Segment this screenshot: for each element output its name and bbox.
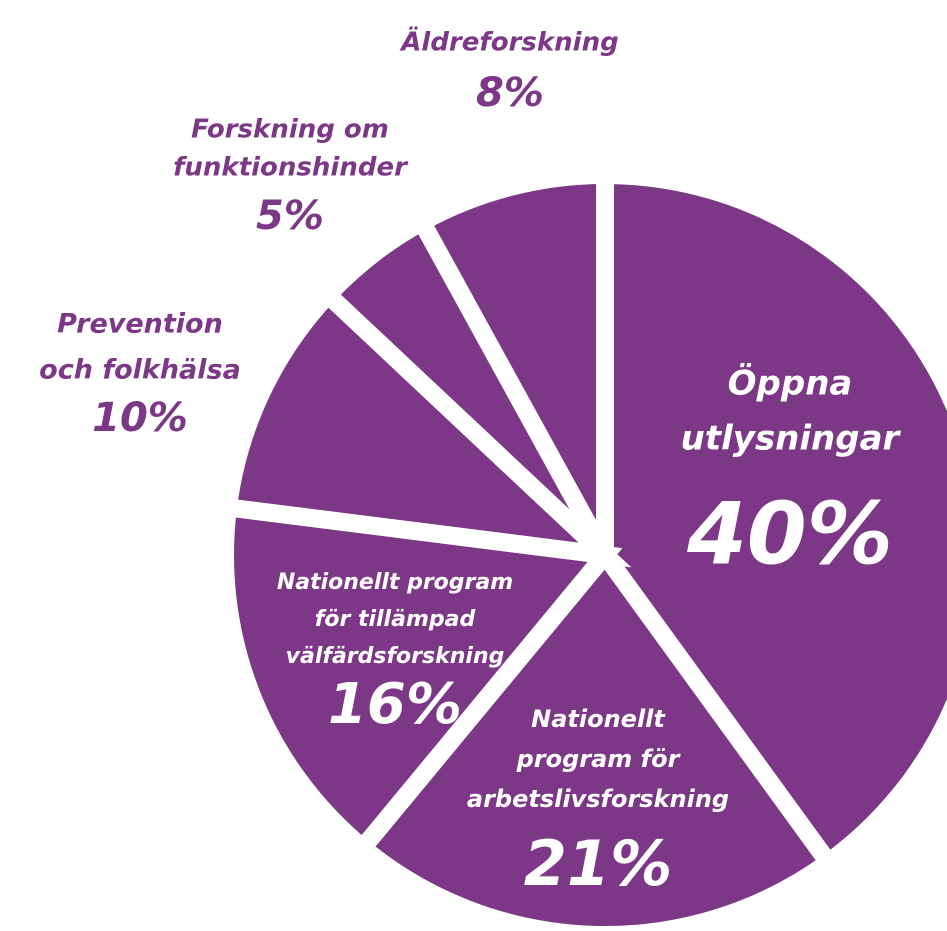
slice-label: Prevention <box>57 309 223 340</box>
pie-slice <box>217 282 632 568</box>
slice-label: utlysningar <box>681 419 902 459</box>
slice-label: Forskning om <box>191 115 389 145</box>
value-label: 8% <box>476 70 544 116</box>
value-label: 21% <box>524 827 672 900</box>
slice-label: för tillämpad <box>315 607 476 632</box>
slice-label: Äldreforskning <box>399 26 618 58</box>
slice-label: och folkhälsa <box>39 355 241 386</box>
pie-slice <box>350 540 841 931</box>
slice-label: välfärdsforskning <box>286 644 505 669</box>
value-label: 5% <box>256 193 324 239</box>
pie-slice <box>216 497 623 861</box>
value-label: 10% <box>92 395 188 441</box>
pie-slice <box>596 165 947 876</box>
value-label: 40% <box>686 484 893 584</box>
slice-label: Nationellt <box>531 705 666 733</box>
slice-label: Nationellt program <box>277 570 513 595</box>
slice-label: funktionshinder <box>173 153 409 183</box>
value-label: 16% <box>328 672 462 737</box>
slice-label: program för <box>516 745 682 773</box>
slice-label: Öppna <box>728 363 853 404</box>
pie-slice <box>409 165 614 560</box>
slice-label: arbetslivsforskning <box>467 785 729 813</box>
